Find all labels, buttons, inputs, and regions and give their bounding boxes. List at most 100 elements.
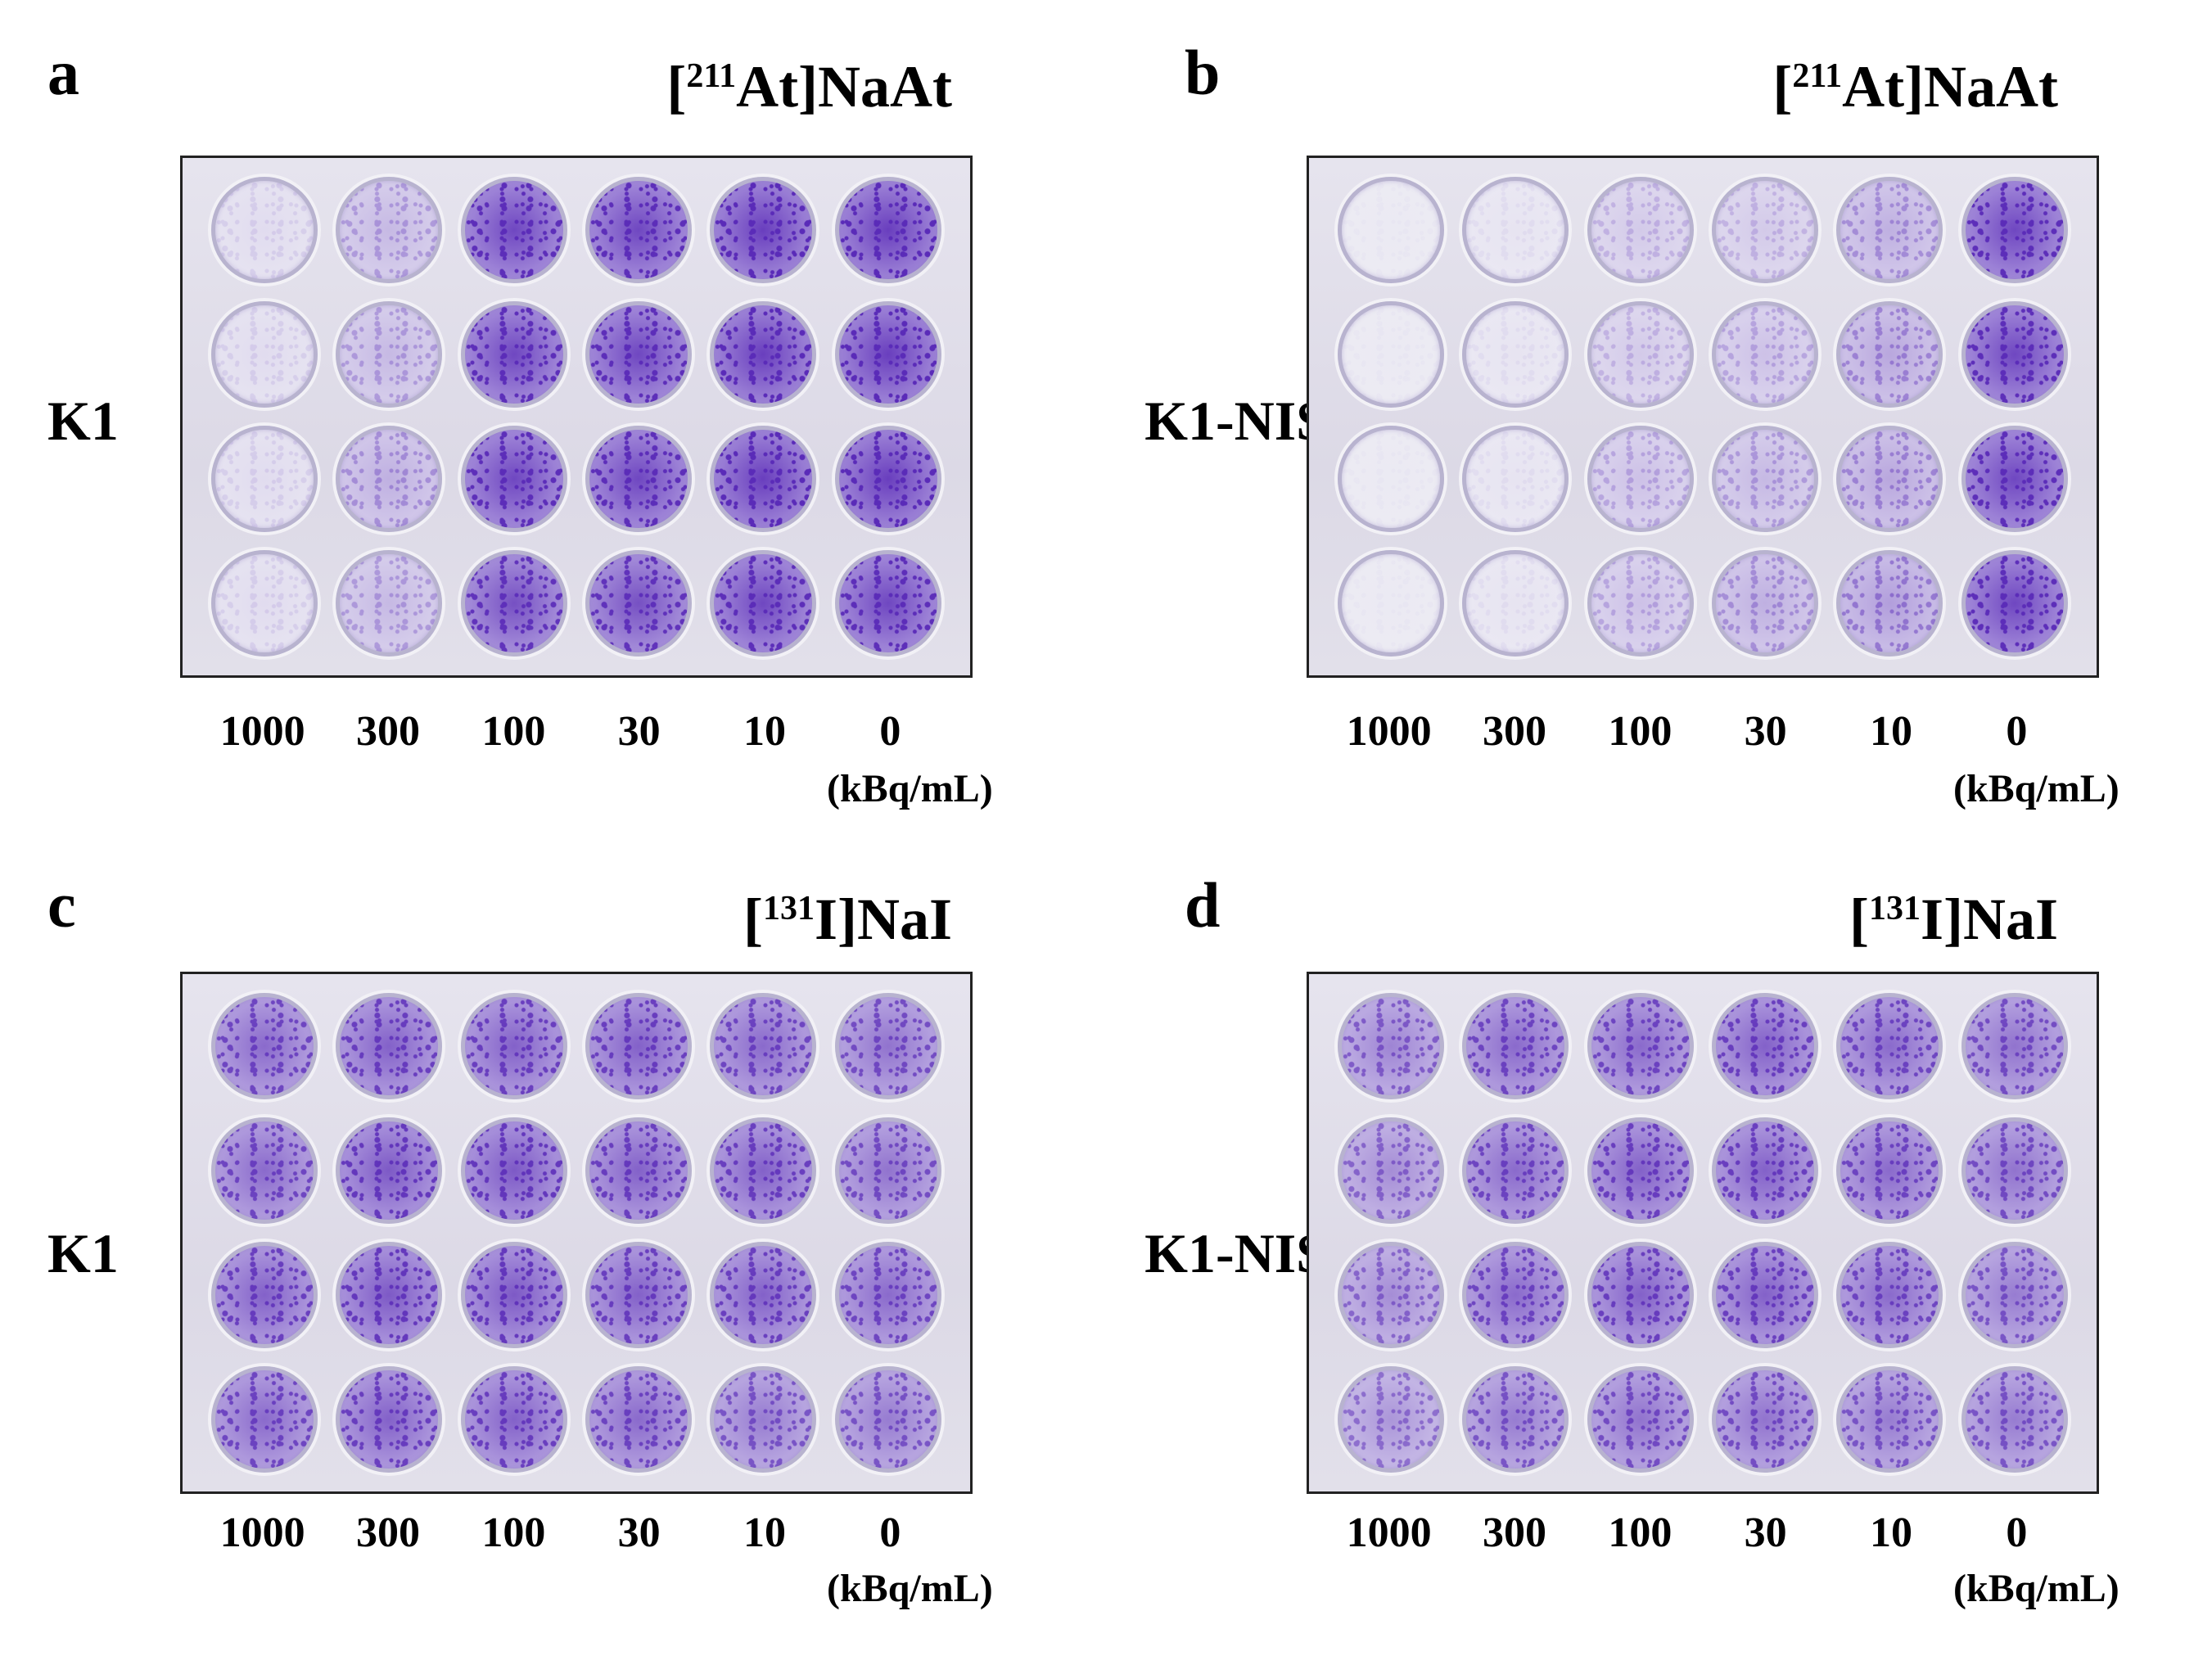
compound-name: At]NaAt bbox=[1842, 54, 2058, 120]
well-r2-c3 bbox=[460, 1117, 567, 1224]
dose-label: 100 bbox=[481, 708, 546, 755]
well-r1-c2 bbox=[336, 993, 443, 1099]
well-r2-c1 bbox=[1338, 301, 1445, 408]
well-r4-c2 bbox=[336, 1366, 443, 1473]
well-r4-c6 bbox=[1961, 550, 2068, 657]
well-r2-c2 bbox=[336, 1117, 443, 1224]
well-r2-c4 bbox=[1712, 301, 1819, 408]
well-r1-c6 bbox=[1961, 993, 2068, 1099]
well-r2-c4 bbox=[1712, 1117, 1819, 1224]
panel-c: c [131I]NaI K1 1000 300 100 30 10 0 (kBq/mL) bbox=[0, 832, 1106, 1665]
dose-label: 30 bbox=[1744, 1509, 1787, 1556]
well-r4-c4 bbox=[585, 1366, 693, 1473]
well-plate bbox=[180, 972, 973, 1494]
isotope-mass: 131 bbox=[762, 890, 815, 927]
dose-unit: (kBq/mL) bbox=[1953, 767, 2119, 810]
well-r3-c3 bbox=[460, 426, 567, 532]
well-r1-c5 bbox=[710, 177, 817, 283]
well-r2-c6 bbox=[834, 301, 941, 408]
well-r2-c6 bbox=[834, 1117, 941, 1224]
well-r3-c3 bbox=[460, 1242, 567, 1348]
panel-a: a [211At]NaAt K1 1000 300 100 30 10 0 (kBq/mL… bbox=[0, 0, 1106, 832]
well-r3-c4 bbox=[585, 426, 693, 532]
dose-label: 10 bbox=[1869, 708, 1912, 755]
well-r4-c3 bbox=[1587, 550, 1694, 657]
well-r1-c2 bbox=[336, 177, 443, 283]
well-r1-c3 bbox=[1587, 177, 1694, 283]
dose-labels: 1000 300 100 30 10 0 bbox=[1307, 711, 2099, 753]
well-r3-c4 bbox=[1712, 1242, 1819, 1348]
well-r4-c1 bbox=[211, 550, 318, 657]
well-r2-c6 bbox=[1961, 1117, 2068, 1224]
well-r3-c5 bbox=[1836, 1242, 1943, 1348]
well-r3-c4 bbox=[585, 1242, 693, 1348]
dose-labels: 1000 300 100 30 10 0 bbox=[180, 711, 973, 753]
dose-labels: 1000 300 100 30 10 0 bbox=[1307, 1512, 2099, 1554]
well-r1-c3 bbox=[460, 993, 567, 1099]
dose-label: 100 bbox=[1608, 708, 1673, 755]
dose-label: 30 bbox=[617, 708, 661, 755]
well-r2-c1 bbox=[1338, 1117, 1445, 1224]
well-r3-c2 bbox=[336, 426, 443, 532]
well-r2-c1 bbox=[211, 1117, 318, 1224]
compound-title: [131I]NaI bbox=[1849, 887, 2058, 952]
well-r3-c1 bbox=[1338, 1242, 1445, 1348]
well-r4-c2 bbox=[1462, 1366, 1569, 1473]
well-r3-c6 bbox=[1961, 1242, 2068, 1348]
well-r3-c1 bbox=[211, 1242, 318, 1348]
dose-label: 30 bbox=[617, 1509, 661, 1556]
well-r4-c2 bbox=[336, 550, 443, 657]
panel-letter: b bbox=[1185, 37, 1221, 108]
well-r1-c2 bbox=[1462, 993, 1569, 1099]
cell-line-label: K1 bbox=[47, 390, 119, 452]
well-r1-c6 bbox=[834, 993, 941, 1099]
well-r2-c4 bbox=[585, 301, 693, 408]
well-r2-c5 bbox=[1836, 301, 1943, 408]
well-r3-c5 bbox=[710, 426, 817, 532]
well-r2-c5 bbox=[710, 1117, 817, 1224]
well-r3-c2 bbox=[336, 1242, 443, 1348]
well-r4-c4 bbox=[1712, 550, 1819, 657]
well-r1-c1 bbox=[211, 993, 318, 1099]
well-r1-c5 bbox=[1836, 993, 1943, 1099]
panel-b: b [211At]NaAt K1-NIS 1000 300 100 30 10 0 (kB… bbox=[1106, 0, 2212, 832]
cell-line-label: K1-NIS bbox=[1144, 1222, 1327, 1284]
well-r1-c2 bbox=[1462, 177, 1569, 283]
dose-label: 10 bbox=[1869, 1509, 1912, 1556]
well-r1-c1 bbox=[1338, 177, 1445, 283]
well-r4-c5 bbox=[1836, 550, 1943, 657]
dose-label: 10 bbox=[743, 1509, 786, 1556]
well-r3-c1 bbox=[211, 426, 318, 532]
well-r3-c6 bbox=[1961, 426, 2068, 532]
well-r1-c3 bbox=[1587, 993, 1694, 1099]
dose-label: 100 bbox=[481, 1509, 546, 1556]
compound-name: I]NaI bbox=[1920, 887, 2058, 952]
dose-label: 1000 bbox=[1346, 1509, 1432, 1556]
well-r3-c4 bbox=[1712, 426, 1819, 532]
well-r4-c1 bbox=[211, 1366, 318, 1473]
well-r2-c6 bbox=[1961, 301, 2068, 408]
well-r4-c3 bbox=[460, 1366, 567, 1473]
isotope-mass: 211 bbox=[686, 57, 737, 95]
well-r4-c6 bbox=[834, 1366, 941, 1473]
well-r4-c1 bbox=[1338, 550, 1445, 657]
dose-label: 0 bbox=[879, 708, 901, 755]
well-r2-c3 bbox=[460, 301, 567, 408]
well-r4-c3 bbox=[460, 550, 567, 657]
well-r4-c1 bbox=[1338, 1366, 1445, 1473]
dose-unit: (kBq/mL) bbox=[827, 767, 993, 810]
well-r3-c3 bbox=[1587, 1242, 1694, 1348]
compound-title: [211At]NaAt bbox=[1772, 54, 2058, 120]
well-r2-c5 bbox=[1836, 1117, 1943, 1224]
dose-label: 300 bbox=[355, 1509, 420, 1556]
dose-label: 0 bbox=[2006, 708, 2028, 755]
dose-labels: 1000 300 100 30 10 0 bbox=[180, 1512, 973, 1554]
well-r1-c4 bbox=[585, 177, 693, 283]
well-r2-c2 bbox=[1462, 1117, 1569, 1224]
well-r2-c3 bbox=[1587, 301, 1694, 408]
well-r1-c4 bbox=[1712, 993, 1819, 1099]
well-r4-c4 bbox=[585, 550, 693, 657]
well-r4-c3 bbox=[1587, 1366, 1694, 1473]
panel-letter: d bbox=[1185, 869, 1221, 941]
well-r1-c6 bbox=[834, 177, 941, 283]
